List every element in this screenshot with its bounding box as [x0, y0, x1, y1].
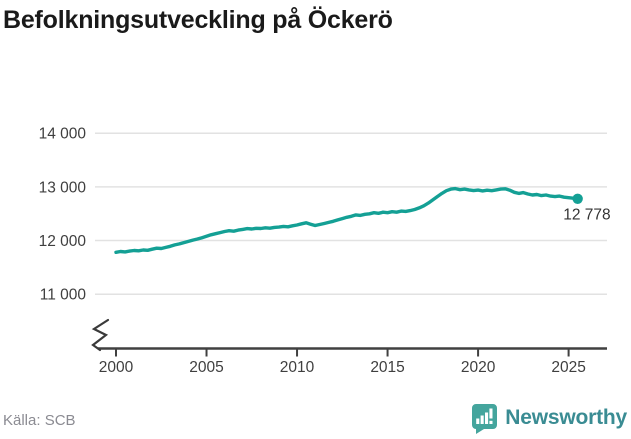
x-axis-label: 2015: [370, 359, 404, 376]
brand-logo: Newsworthy: [470, 402, 627, 434]
brand-name: Newsworthy: [505, 406, 627, 429]
y-axis-label: 13 000: [39, 179, 87, 196]
x-axis-label: 2020: [461, 359, 496, 376]
x-axis-label: 2005: [189, 359, 223, 376]
bar-small: [476, 418, 480, 424]
speech-bubble-shape: [472, 404, 498, 434]
bar-medium: [480, 415, 484, 424]
population-line: [114, 186, 580, 255]
axis-break-icon: [91, 318, 110, 352]
latest-value-dot: [572, 193, 583, 204]
x-axis-label: 2000: [99, 359, 134, 376]
bar-large: [485, 412, 489, 424]
x-axis-label: 2010: [280, 359, 315, 376]
y-axis-label: 11 000: [40, 287, 87, 304]
source-label: Källa: SCB: [3, 412, 76, 429]
y-axis-label: 14 000: [39, 126, 87, 143]
latest-value-label: 12 778: [563, 206, 610, 223]
x-axis-label: 2025: [551, 359, 585, 376]
page-title: Befolkningsutveckling på Öckerö: [3, 6, 393, 34]
y-axis-label: 12 000: [39, 233, 87, 250]
exclamation-bar: [489, 408, 493, 419]
newsworthy-logo-icon: [472, 404, 498, 434]
exclamation-dot: [489, 420, 493, 424]
